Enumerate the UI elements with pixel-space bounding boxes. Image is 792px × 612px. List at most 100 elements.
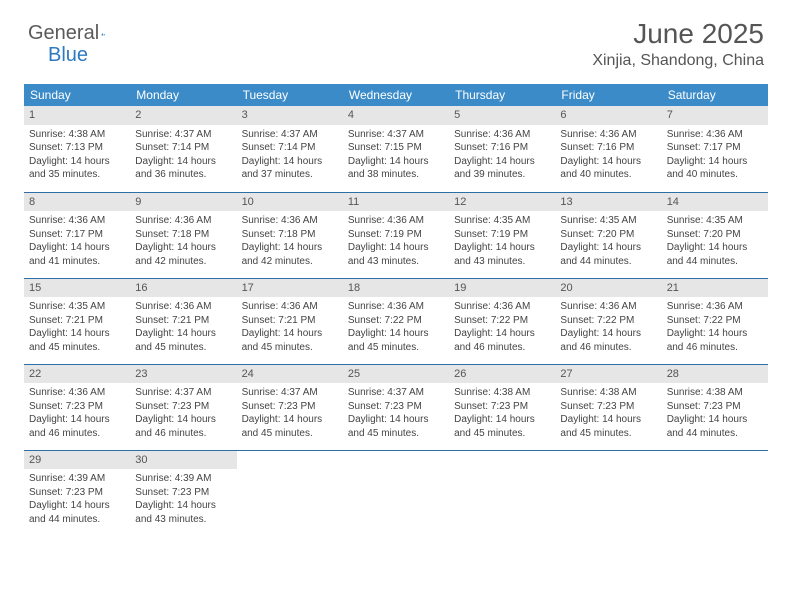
sunrise-line: Sunrise: 4:35 AM [29,300,125,314]
sunrise-line: Sunrise: 4:37 AM [242,386,338,400]
daylight-line: Daylight: 14 hours and 45 minutes. [348,413,444,440]
sunrise-line: Sunrise: 4:36 AM [454,128,550,142]
calendar-day-cell: 15Sunrise: 4:35 AMSunset: 7:21 PMDayligh… [24,278,130,364]
daylight-line: Daylight: 14 hours and 44 minutes. [667,241,763,268]
day-number: 10 [237,193,343,212]
calendar-day-cell: 7Sunrise: 4:36 AMSunset: 7:17 PMDaylight… [662,106,768,192]
calendar-day-cell: 27Sunrise: 4:38 AMSunset: 7:23 PMDayligh… [555,364,661,450]
day-number: 18 [343,279,449,298]
calendar-week-row: 15Sunrise: 4:35 AMSunset: 7:21 PMDayligh… [24,278,768,364]
logo-text-1: General [28,22,99,45]
day-number: 5 [449,106,555,125]
sunset-line: Sunset: 7:23 PM [135,400,231,414]
calendar-day-cell: 17Sunrise: 4:36 AMSunset: 7:21 PMDayligh… [237,278,343,364]
sunrise-line: Sunrise: 4:36 AM [29,214,125,228]
calendar-day-cell: 26Sunrise: 4:38 AMSunset: 7:23 PMDayligh… [449,364,555,450]
day-header: Wednesday [343,84,449,106]
day-number: 12 [449,193,555,212]
day-number: 8 [24,193,130,212]
sunset-line: Sunset: 7:23 PM [667,400,763,414]
sunset-line: Sunset: 7:23 PM [454,400,550,414]
calendar-day-cell: 6Sunrise: 4:36 AMSunset: 7:16 PMDaylight… [555,106,661,192]
sunset-line: Sunset: 7:23 PM [29,486,125,500]
day-number: 20 [555,279,661,298]
daylight-line: Daylight: 14 hours and 46 minutes. [454,327,550,354]
daylight-line: Daylight: 14 hours and 43 minutes. [135,499,231,526]
calendar-day-cell: 30Sunrise: 4:39 AMSunset: 7:23 PMDayligh… [130,450,236,536]
sunrise-line: Sunrise: 4:37 AM [348,128,444,142]
day-number: 26 [449,365,555,384]
page-location: Xinjia, Shandong, China [24,52,764,70]
daylight-line: Daylight: 14 hours and 45 minutes. [348,327,444,354]
calendar-day-cell: 11Sunrise: 4:36 AMSunset: 7:19 PMDayligh… [343,192,449,278]
day-number: 22 [24,365,130,384]
sunset-line: Sunset: 7:17 PM [29,228,125,242]
logo: General [28,22,123,45]
calendar-week-row: 1Sunrise: 4:38 AMSunset: 7:13 PMDaylight… [24,106,768,192]
sunset-line: Sunset: 7:23 PM [29,400,125,414]
day-header: Thursday [449,84,555,106]
day-number: 27 [555,365,661,384]
calendar-day-cell [555,450,661,536]
calendar-day-cell: 13Sunrise: 4:35 AMSunset: 7:20 PMDayligh… [555,192,661,278]
day-number: 2 [130,106,236,125]
calendar-day-cell: 21Sunrise: 4:36 AMSunset: 7:22 PMDayligh… [662,278,768,364]
sunrise-line: Sunrise: 4:36 AM [454,300,550,314]
calendar-day-cell: 5Sunrise: 4:36 AMSunset: 7:16 PMDaylight… [449,106,555,192]
day-header: Monday [130,84,236,106]
calendar-day-cell: 14Sunrise: 4:35 AMSunset: 7:20 PMDayligh… [662,192,768,278]
sunset-line: Sunset: 7:22 PM [560,314,656,328]
day-number: 6 [555,106,661,125]
calendar-day-cell: 10Sunrise: 4:36 AMSunset: 7:18 PMDayligh… [237,192,343,278]
daylight-line: Daylight: 14 hours and 46 minutes. [135,413,231,440]
daylight-line: Daylight: 14 hours and 46 minutes. [667,327,763,354]
day-number: 13 [555,193,661,212]
day-number: 4 [343,106,449,125]
daylight-line: Daylight: 14 hours and 36 minutes. [135,155,231,182]
day-number: 14 [662,193,768,212]
sunrise-line: Sunrise: 4:39 AM [29,472,125,486]
calendar-day-cell: 8Sunrise: 4:36 AMSunset: 7:17 PMDaylight… [24,192,130,278]
sunset-line: Sunset: 7:19 PM [454,228,550,242]
daylight-line: Daylight: 14 hours and 46 minutes. [560,327,656,354]
day-number: 16 [130,279,236,298]
calendar-day-cell: 12Sunrise: 4:35 AMSunset: 7:19 PMDayligh… [449,192,555,278]
sunrise-line: Sunrise: 4:36 AM [242,214,338,228]
sunset-line: Sunset: 7:20 PM [560,228,656,242]
calendar-day-cell: 28Sunrise: 4:38 AMSunset: 7:23 PMDayligh… [662,364,768,450]
calendar-body: 1Sunrise: 4:38 AMSunset: 7:13 PMDaylight… [24,106,768,536]
sunrise-line: Sunrise: 4:36 AM [667,300,763,314]
daylight-line: Daylight: 14 hours and 43 minutes. [348,241,444,268]
daylight-line: Daylight: 14 hours and 45 minutes. [242,413,338,440]
sunrise-line: Sunrise: 4:36 AM [667,128,763,142]
calendar-day-cell: 23Sunrise: 4:37 AMSunset: 7:23 PMDayligh… [130,364,236,450]
daylight-line: Daylight: 14 hours and 45 minutes. [135,327,231,354]
daylight-line: Daylight: 14 hours and 40 minutes. [560,155,656,182]
sunrise-line: Sunrise: 4:36 AM [242,300,338,314]
sunrise-line: Sunrise: 4:37 AM [135,128,231,142]
sunset-line: Sunset: 7:18 PM [242,228,338,242]
sunset-line: Sunset: 7:13 PM [29,141,125,155]
sunset-line: Sunset: 7:16 PM [454,141,550,155]
sunset-line: Sunset: 7:22 PM [454,314,550,328]
calendar-day-cell: 29Sunrise: 4:39 AMSunset: 7:23 PMDayligh… [24,450,130,536]
daylight-line: Daylight: 14 hours and 40 minutes. [667,155,763,182]
sunset-line: Sunset: 7:21 PM [242,314,338,328]
sunrise-line: Sunrise: 4:36 AM [560,128,656,142]
day-number: 23 [130,365,236,384]
calendar-day-cell [237,450,343,536]
sunset-line: Sunset: 7:21 PM [29,314,125,328]
daylight-line: Daylight: 14 hours and 38 minutes. [348,155,444,182]
sunset-line: Sunset: 7:23 PM [242,400,338,414]
sunset-line: Sunset: 7:19 PM [348,228,444,242]
calendar-day-cell [449,450,555,536]
calendar-day-cell: 3Sunrise: 4:37 AMSunset: 7:14 PMDaylight… [237,106,343,192]
calendar-day-cell: 18Sunrise: 4:36 AMSunset: 7:22 PMDayligh… [343,278,449,364]
sunrise-line: Sunrise: 4:36 AM [560,300,656,314]
calendar-day-cell: 16Sunrise: 4:36 AMSunset: 7:21 PMDayligh… [130,278,236,364]
daylight-line: Daylight: 14 hours and 45 minutes. [29,327,125,354]
day-number: 30 [130,451,236,470]
daylight-line: Daylight: 14 hours and 45 minutes. [560,413,656,440]
calendar-day-cell [662,450,768,536]
day-number: 24 [237,365,343,384]
